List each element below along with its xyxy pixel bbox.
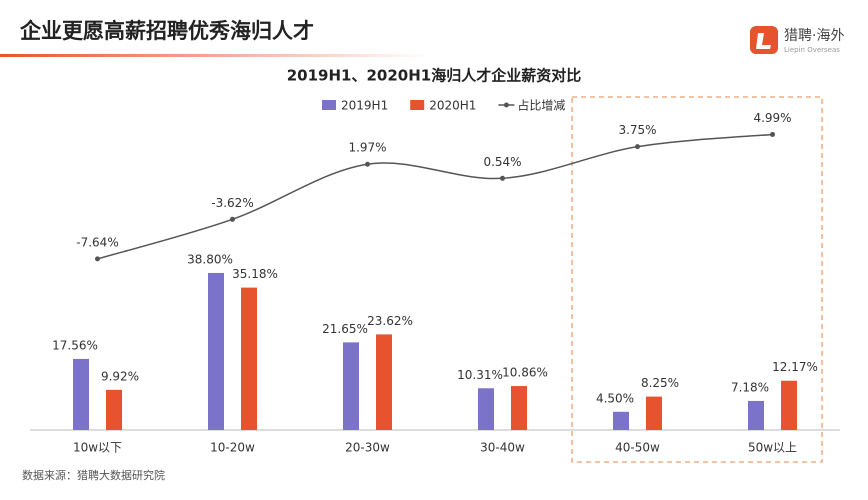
trend-point — [230, 216, 235, 222]
trend-value-label: 1.97% — [348, 141, 386, 155]
bar-value-label: 10.31% — [457, 368, 503, 382]
bar-value-label: 8.25% — [641, 376, 679, 390]
trend-value-label: 3.75% — [618, 123, 656, 137]
bar — [106, 389, 122, 430]
trend-point — [95, 256, 100, 262]
trend-line — [97, 133, 773, 260]
x-tick-label: 10w以下 — [73, 441, 122, 455]
x-tick-label: 20-30w — [345, 441, 390, 455]
bar-value-label: 9.92% — [101, 369, 139, 383]
trend-value-label: -7.64% — [76, 235, 118, 249]
x-tick-label: 10-20w — [210, 441, 255, 455]
bar-value-label: 38.80% — [187, 252, 233, 266]
title-underline — [0, 54, 430, 57]
logo-text: 猎聘·海外 — [784, 28, 844, 44]
bar-value-label: 17.56% — [52, 338, 98, 352]
bar — [343, 342, 359, 430]
bar-value-label: 7.18% — [731, 380, 769, 394]
bar-value-label: 23.62% — [367, 314, 413, 328]
bar-value-label: 12.17% — [772, 360, 818, 374]
legend-swatch — [322, 100, 336, 110]
bar — [73, 358, 89, 430]
bar-value-label: 21.65% — [322, 322, 368, 336]
trend-value-label: -3.62% — [211, 196, 253, 210]
legend-swatch — [410, 100, 425, 110]
source-note: 数据来源：猎聘大数据研究院 — [22, 468, 165, 482]
bar — [511, 386, 527, 430]
trend-point — [500, 175, 505, 181]
x-tick-label: 50w以上 — [748, 441, 797, 455]
trend-point — [770, 131, 775, 137]
logo-glyph — [756, 33, 771, 49]
bar — [613, 411, 629, 430]
chart-title: 2019H1、2020H1海归人才企业薪资对比 — [287, 67, 581, 85]
bar — [478, 388, 494, 430]
bar — [208, 272, 224, 430]
logo-icon — [750, 26, 778, 54]
trend-point — [365, 161, 370, 167]
x-tick-label: 40-50w — [615, 441, 660, 455]
legend-label: 2020H1 — [429, 99, 476, 113]
logo-subtext: Liepin Overseas — [784, 46, 840, 54]
bar — [646, 396, 662, 430]
bar-value-label: 4.50% — [596, 391, 634, 405]
bar-value-label: 10.86% — [502, 366, 548, 380]
bar — [241, 287, 257, 430]
bar — [748, 400, 764, 430]
trend-point — [635, 144, 640, 150]
bar — [376, 334, 392, 430]
trend-value-label: 4.99% — [753, 111, 791, 125]
trend-value-label: 0.54% — [483, 155, 521, 169]
page-title: 企业更愿高薪招聘优秀海归人才 — [19, 19, 314, 43]
legend-label: 占比增减 — [517, 98, 565, 113]
bar — [781, 380, 797, 430]
x-tick-label: 30-40w — [480, 441, 525, 455]
bar-value-label: 35.18% — [232, 267, 278, 281]
legend-label: 2019H1 — [341, 99, 388, 113]
legend-dot — [503, 102, 509, 108]
highlight-box — [571, 96, 823, 463]
